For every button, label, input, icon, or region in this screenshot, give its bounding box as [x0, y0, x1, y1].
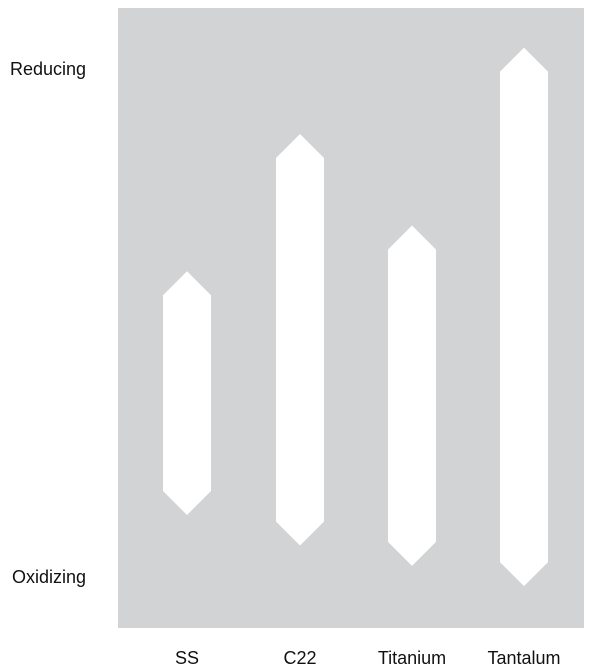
category-label-titanium: Titanium	[378, 648, 446, 668]
range-bar-c22	[276, 134, 324, 546]
category-label-ss: SS	[175, 648, 199, 668]
category-labels: SS C22 Titanium Tantalum	[175, 648, 561, 668]
y-top-label: Reducing	[10, 59, 86, 79]
range-bars	[163, 47, 548, 587]
range-bar-titanium	[388, 225, 436, 566]
category-label-tantalum: Tantalum	[487, 648, 560, 668]
y-bottom-label: Oxidizing	[12, 567, 86, 587]
category-label-c22: C22	[283, 648, 316, 668]
range-bar-ss	[163, 271, 211, 516]
range-bar-tantalum	[500, 47, 548, 587]
